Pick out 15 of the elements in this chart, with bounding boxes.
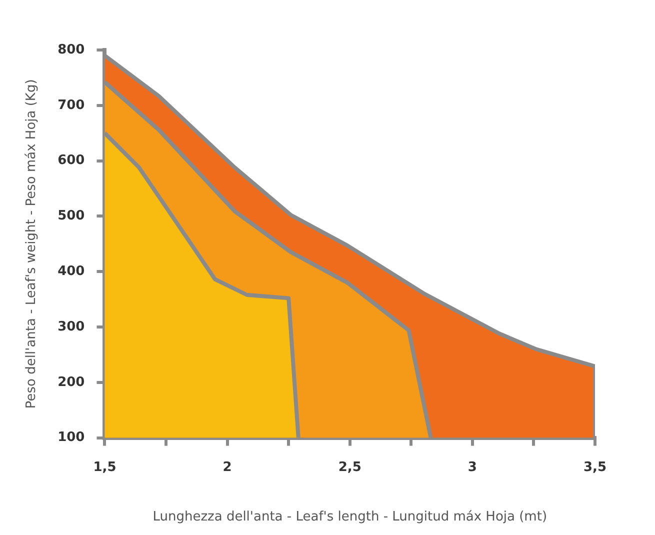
x-tick-label: 2 xyxy=(222,460,232,475)
y-tick-label: 700 xyxy=(58,98,85,113)
y-tick-label: 100 xyxy=(58,430,85,446)
x-tick-label: 3,5 xyxy=(583,460,607,475)
x-tick-label: 1,5 xyxy=(93,460,116,475)
y-tick-label: 300 xyxy=(58,319,85,334)
y-tick-label: 800 xyxy=(58,42,85,58)
y-tick-label: 200 xyxy=(58,374,85,390)
y-tick-label: 500 xyxy=(58,208,85,224)
y-tick-label: 400 xyxy=(58,264,85,279)
x-tick-label: 2,5 xyxy=(338,460,362,475)
y-axis-title: Peso dell'anta - Leaf's weight - Peso máx Hoja (Kg) xyxy=(24,79,40,409)
y-tick-label: 600 xyxy=(58,153,85,168)
x-tick-label: 3 xyxy=(468,460,477,475)
x-axis-title: Lunghezza dell'anta - Leaf's length - Lungitud máx Hoja (mt) xyxy=(152,510,548,525)
